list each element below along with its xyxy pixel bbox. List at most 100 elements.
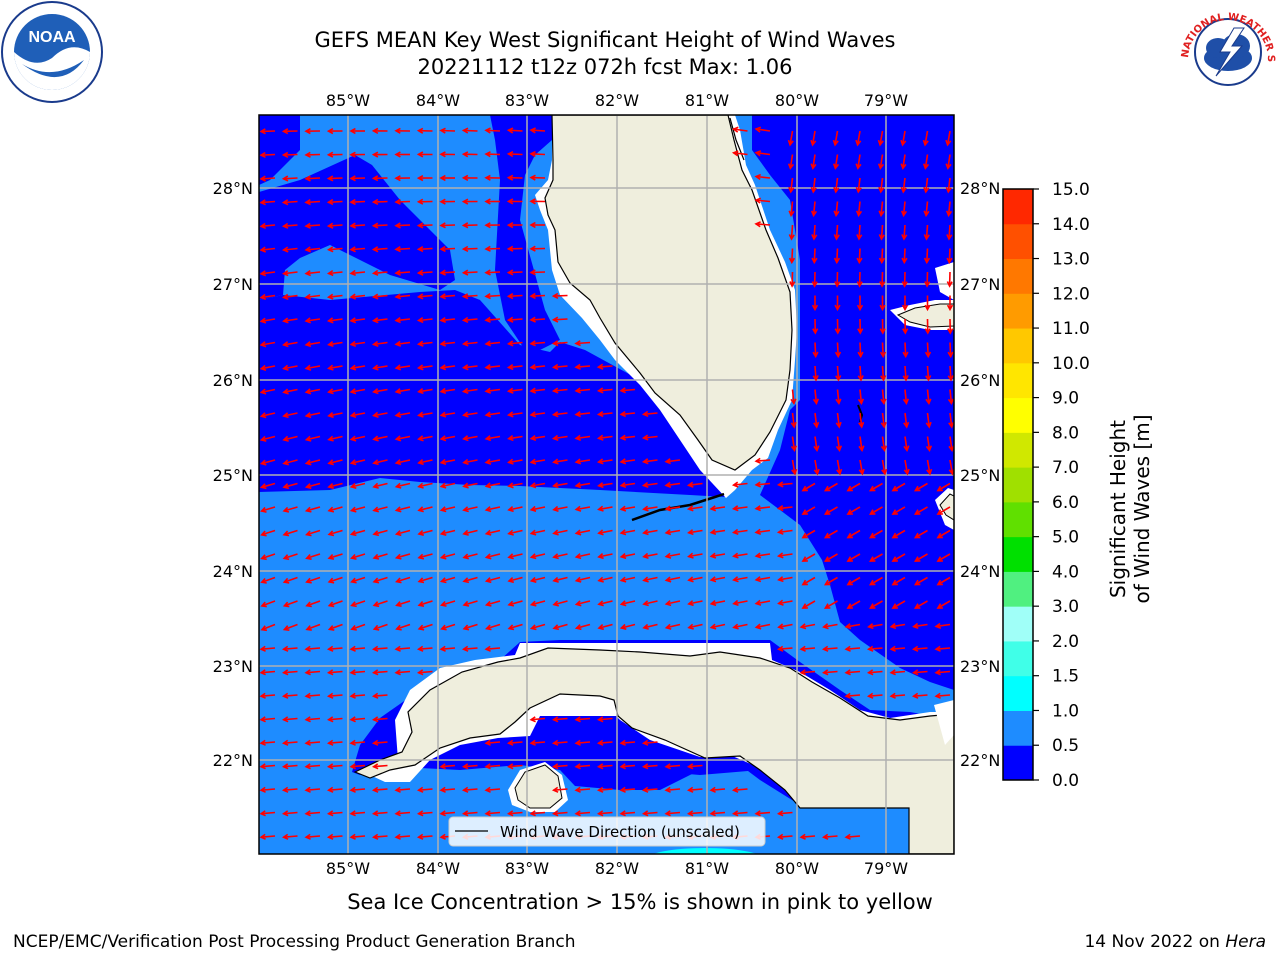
wind-wave-arrow <box>834 130 839 145</box>
wind-wave-arrowhead <box>641 739 649 746</box>
wind-wave-arrow <box>869 482 883 492</box>
wind-wave-arrow <box>711 553 726 558</box>
wind-wave-arrow <box>576 553 591 558</box>
wind-wave-arrowhead <box>327 577 335 584</box>
wind-wave-arrow <box>486 600 501 606</box>
wind-wave-arrowhead <box>371 833 379 840</box>
wind-wave-arrow <box>463 553 478 559</box>
wind-wave-arrow <box>576 788 591 791</box>
wind-wave-arrow <box>441 788 456 791</box>
wind-wave-arrow <box>756 459 771 462</box>
wind-wave-arrow <box>418 388 433 393</box>
wind-wave-arrowhead <box>394 482 402 489</box>
wind-wave-arrow <box>778 811 793 815</box>
wind-wave-arrow <box>418 365 433 369</box>
wind-wave-arrow <box>733 128 748 132</box>
wind-wave-arrowhead <box>846 603 853 609</box>
wind-wave-arrow <box>441 412 456 417</box>
wind-wave-arrow <box>305 200 321 204</box>
wind-wave-arrow <box>576 623 591 629</box>
wind-wave-arrowhead <box>619 786 626 793</box>
wind-wave-arrowhead <box>732 599 739 606</box>
wind-wave-arrow <box>305 177 321 180</box>
wind-wave-arrow <box>261 435 276 441</box>
wind-wave-arrowhead <box>924 281 931 288</box>
wind-wave-arrowhead <box>858 421 865 429</box>
wind-wave-arrowhead <box>529 553 537 560</box>
wind-wave-arrow <box>598 412 613 416</box>
colorbar-tick-label: 5.0 <box>1052 528 1079 548</box>
wind-wave-arrow <box>553 717 568 721</box>
wind-wave-arrowhead <box>776 505 784 512</box>
wind-wave-arrowhead <box>417 601 425 607</box>
wind-wave-arrow <box>598 741 613 744</box>
wind-wave-arrow <box>711 623 726 629</box>
wind-wave-arrow <box>463 647 478 650</box>
wind-wave-arrowhead <box>754 481 762 488</box>
wind-wave-arrowhead <box>574 529 582 536</box>
wind-wave-arrowhead <box>326 269 334 277</box>
wind-wave-arrow <box>778 553 793 557</box>
colorbar-ticks: 0.0 0.5 1.0 1.5 2.0 3.0 4.0 5.0 6.0 7.0 8.0 9.0 10.0… <box>1033 180 1090 791</box>
wind-wave-arrowhead <box>878 234 885 241</box>
wind-wave-arrowhead <box>484 151 491 158</box>
wind-wave-arrowhead <box>259 810 266 817</box>
wind-wave-arrow <box>666 459 681 463</box>
wind-wave-arrowhead <box>349 246 356 253</box>
wind-wave-arrow <box>913 694 928 697</box>
wind-wave-arrowhead <box>372 553 380 560</box>
wind-wave-arrowhead <box>282 364 289 371</box>
colorbar-tick-label: 6.0 <box>1052 493 1079 513</box>
wind-wave-arrowhead <box>506 293 514 300</box>
wind-wave-arrow <box>688 811 703 815</box>
wind-wave-arrow <box>621 553 636 558</box>
wind-wave-arrow <box>846 835 861 838</box>
wind-wave-arrow <box>576 811 591 815</box>
wind-wave-arrow <box>283 741 298 744</box>
wind-wave-arrowhead <box>754 173 762 180</box>
wind-wave-arrowhead <box>833 186 840 194</box>
wind-wave-arrowhead <box>371 246 379 253</box>
wind-wave-arrowhead <box>551 434 559 441</box>
wind-wave-arrowhead <box>484 364 492 371</box>
wind-wave-arrow <box>463 529 478 535</box>
wind-wave-arrow <box>812 154 816 169</box>
wind-wave-arrowhead <box>417 530 424 536</box>
wind-wave-arrowhead <box>462 600 470 607</box>
wind-wave-arrowhead <box>326 763 334 770</box>
wind-wave-arrowhead <box>754 528 762 535</box>
colorbar-tick-label: 11.0 <box>1052 319 1090 339</box>
wind-wave-arrow <box>914 576 928 586</box>
wind-wave-arrowhead <box>506 150 514 158</box>
wind-wave-arrowhead <box>551 810 559 817</box>
wind-wave-arrowhead <box>925 398 932 406</box>
wind-wave-arrowhead <box>812 398 820 406</box>
wind-wave-arrowhead <box>813 445 820 453</box>
lat-label-left: 28°N <box>213 179 253 198</box>
wind-wave-arrow <box>508 271 523 274</box>
wind-wave-arrow <box>328 412 343 417</box>
wind-wave-arrowhead <box>754 810 761 817</box>
wind-wave-arrow <box>914 506 928 515</box>
lon-label-bottom: 83°W <box>505 859 549 878</box>
wind-wave-arrowhead <box>304 317 312 324</box>
wind-wave-arrowhead <box>417 624 425 631</box>
wind-wave-arrow <box>847 506 861 515</box>
wind-wave-arrow <box>463 459 478 464</box>
wind-wave-arrow <box>643 741 658 744</box>
wind-wave-arrowhead <box>304 412 312 419</box>
wind-wave-arrowhead <box>687 552 694 559</box>
wind-wave-arrow <box>925 224 929 240</box>
wind-wave-arrowhead <box>462 411 469 418</box>
wind-wave-arrow <box>790 224 794 240</box>
wind-wave-arrowhead <box>260 577 267 584</box>
wind-wave-arrowhead <box>936 509 943 515</box>
bahamas-land <box>935 262 954 300</box>
wind-wave-arrowhead <box>834 328 841 335</box>
wind-wave-arrowhead <box>304 151 311 158</box>
wind-wave-arrowhead <box>305 625 312 631</box>
wind-wave-arrow <box>351 529 366 536</box>
wind-wave-arrow <box>531 717 546 721</box>
wind-wave-arrow <box>396 788 411 791</box>
wind-wave-arrow <box>847 600 861 609</box>
